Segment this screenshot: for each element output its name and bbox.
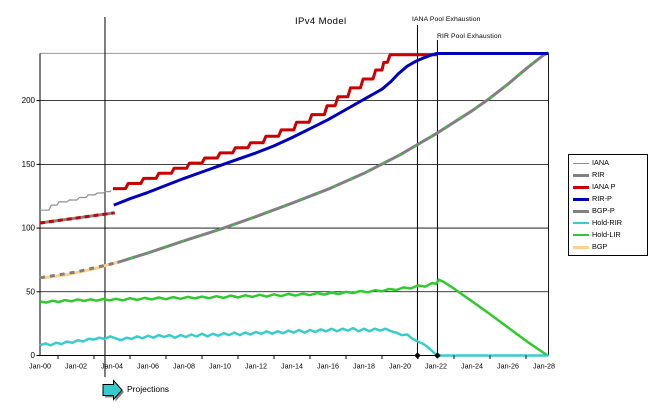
x-tick-label: Jan-26 — [497, 362, 519, 371]
legend-item-label: IANA P — [592, 182, 616, 191]
series-iana-p-historic-fit- — [39, 211, 115, 225]
x-tick-label: Jan-14 — [281, 362, 303, 371]
chart-title: IPv4 Model — [295, 16, 347, 27]
legend-item-label: IANA — [592, 158, 610, 167]
legend-item-rir-p: RIR-P — [573, 194, 645, 205]
x-tick-label: Jan-02 — [65, 362, 87, 371]
x-tick-label: Jan-04 — [101, 362, 123, 371]
legend-line-swatch — [573, 209, 589, 213]
series-hold-rir — [39, 326, 549, 357]
legend-item-bgp: BGP — [573, 242, 645, 253]
legend-item-label: RIR — [592, 170, 605, 179]
x-tick-label: Jan-08 — [173, 362, 195, 371]
projections-arrow-icon — [102, 379, 123, 401]
x-tick-label: Jan-20 — [389, 362, 411, 371]
legend-line-swatch — [573, 197, 589, 201]
legend-line-swatch — [573, 162, 589, 164]
series-bgp-p-historic-fit- — [39, 261, 118, 280]
legend-item-bgp-p: BGP-P — [573, 206, 645, 217]
x-tick-label: Jan-22 — [425, 362, 447, 371]
legend-line-swatch — [573, 245, 589, 249]
rir-exhaustion-label: RIR Pool Exhaustion — [437, 33, 502, 40]
y-tick-label: 50 — [26, 287, 35, 296]
legend: IANA RIR IANA P RIR-P BGP-P Hold-RIR Hold-LIR B… — [568, 154, 648, 256]
legend-item-hold-lir: Hold-LIR — [573, 230, 645, 241]
y-tick-label: 200 — [22, 96, 36, 105]
legend-line-swatch — [573, 222, 589, 224]
x-tick-label: Jan-00 — [29, 362, 51, 371]
iana-pool-exhaustion-marker — [414, 352, 421, 359]
legend-item-label: Hold-RIR — [592, 218, 623, 227]
series-iana — [40, 190, 112, 211]
legend-item-label: BGP-P — [592, 206, 615, 215]
y-tick-label: 100 — [22, 224, 36, 233]
x-tick-label: Jan-24 — [461, 362, 483, 371]
x-tick-label: Jan-12 — [245, 362, 267, 371]
x-tick-label: Jan-16 — [317, 362, 339, 371]
legend-item-label: Hold-LIR — [592, 230, 621, 239]
series-iana-p — [112, 53, 438, 191]
x-tick-label: Jan-18 — [353, 362, 375, 371]
x-tick-label: Jan-28 — [533, 362, 555, 371]
series-rir-p — [113, 52, 549, 207]
legend-item-hold-rir: Hold-RIR — [573, 218, 645, 229]
series-hold-lir — [39, 278, 549, 357]
legend-item-iana-p: IANA P — [573, 182, 645, 193]
legend-item-label: RIR-P — [592, 194, 612, 203]
projections-label: Projections — [127, 384, 170, 394]
iana-exhaustion-label: IANA Pool Exhaustion — [412, 16, 481, 23]
y-tick-label: 0 — [31, 351, 36, 360]
legend-item-label: BGP — [592, 242, 608, 251]
legend-item-rir: RIR — [573, 170, 645, 181]
y-tick-label: 150 — [22, 160, 36, 169]
legend-line-swatch — [573, 173, 589, 177]
x-tick-label: Jan-06 — [137, 362, 159, 371]
legend-line-swatch — [573, 234, 589, 236]
series-bgp-p — [116, 51, 550, 264]
rir-pool-exhaustion-marker — [434, 352, 441, 359]
legend-line-swatch — [573, 185, 589, 189]
legend-item-iana: IANA — [573, 158, 645, 169]
x-tick-label: Jan-10 — [209, 362, 231, 371]
